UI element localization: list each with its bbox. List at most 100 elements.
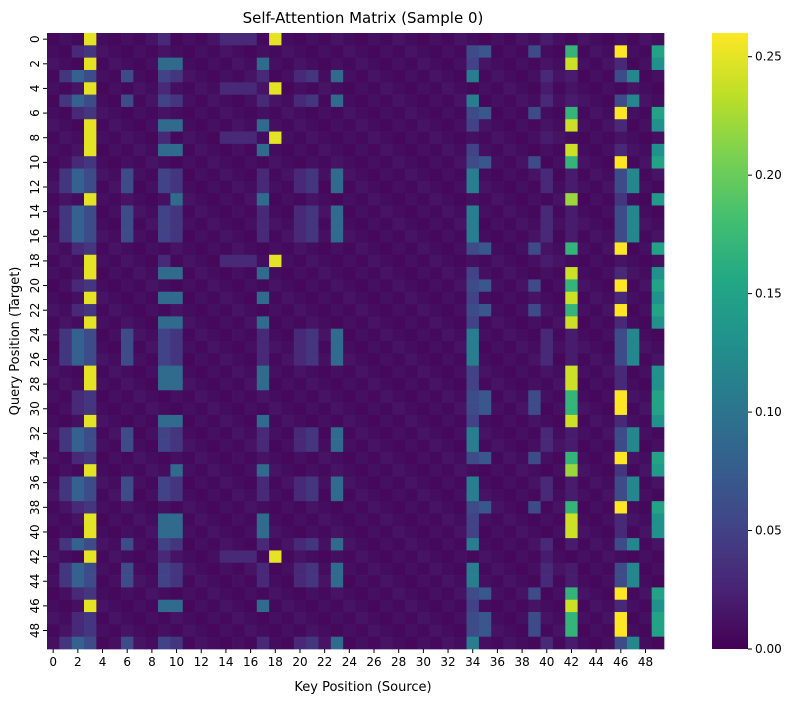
heatmap-cell — [121, 291, 134, 305]
heatmap-cell — [355, 131, 369, 145]
heatmap-cell — [256, 143, 270, 157]
heatmap-cell — [404, 550, 418, 564]
heatmap-cell — [207, 180, 221, 194]
heatmap-cell — [293, 304, 307, 317]
heatmap-cell — [614, 341, 628, 354]
heatmap-cell — [651, 45, 665, 58]
heatmap-cell — [207, 624, 221, 638]
heatmap-cell — [429, 341, 443, 354]
heatmap-cell — [318, 230, 332, 243]
heatmap-cell — [219, 33, 233, 46]
heatmap-cell — [367, 513, 381, 527]
heatmap-cell — [478, 476, 492, 490]
heatmap-cell — [244, 316, 258, 330]
heatmap-cell — [417, 636, 430, 650]
heatmap-cell — [639, 414, 653, 428]
heatmap-cell — [441, 193, 455, 206]
heatmap-cell — [614, 624, 628, 638]
heatmap-cell — [528, 143, 541, 157]
heatmap-cell — [158, 341, 171, 354]
heatmap-cell — [367, 439, 381, 453]
heatmap-cell — [170, 291, 184, 305]
heatmap-cell — [540, 94, 554, 108]
heatmap-cell — [589, 106, 603, 120]
heatmap-cell — [330, 612, 344, 625]
heatmap-cell — [404, 94, 418, 108]
heatmap-cell — [207, 488, 221, 502]
heatmap-cell — [466, 131, 480, 145]
heatmap-cell — [71, 119, 85, 132]
heatmap-cell — [96, 550, 110, 564]
heatmap-cell — [244, 599, 258, 613]
heatmap-cell — [343, 427, 356, 440]
heatmap-cell — [293, 612, 307, 625]
heatmap-cell — [306, 180, 319, 194]
heatmap-cell — [515, 439, 529, 453]
heatmap-cell — [281, 217, 295, 231]
heatmap-cell — [121, 316, 134, 330]
heatmap-cell — [293, 353, 307, 366]
heatmap-cell — [392, 304, 406, 317]
heatmap-cell — [577, 267, 591, 280]
heatmap-cell — [466, 230, 480, 243]
heatmap-cell — [478, 525, 492, 539]
heatmap-cell — [577, 402, 591, 416]
heatmap-cell — [281, 279, 295, 293]
heatmap-cell — [404, 451, 418, 465]
heatmap-cell — [96, 341, 110, 354]
heatmap-cell — [589, 279, 603, 293]
heatmap-cell — [96, 451, 110, 465]
heatmap-cell — [577, 476, 591, 490]
heatmap-cell — [133, 156, 147, 169]
heatmap-cell — [355, 427, 369, 440]
heatmap-cell — [552, 45, 566, 58]
heatmap-cell — [540, 304, 554, 317]
heatmap-cell — [429, 402, 443, 416]
heatmap-cell — [219, 550, 233, 564]
heatmap-cell — [392, 131, 406, 145]
heatmap-cell — [343, 451, 356, 465]
heatmap-cell — [281, 106, 295, 120]
heatmap-cell — [626, 587, 640, 601]
heatmap-cell — [195, 193, 208, 206]
heatmap-cell — [281, 205, 295, 219]
heatmap-cell — [429, 353, 443, 366]
heatmap-cell — [602, 254, 615, 268]
heatmap-cell — [417, 476, 430, 490]
heatmap-cell — [626, 279, 640, 293]
heatmap-cell — [269, 119, 282, 132]
heatmap-cell — [256, 439, 270, 453]
heatmap-cell — [343, 488, 356, 502]
heatmap-cell — [503, 341, 517, 354]
heatmap-cell — [355, 328, 369, 342]
heatmap-cell — [121, 341, 134, 354]
heatmap-cell — [318, 304, 332, 317]
heatmap-cell — [614, 575, 628, 588]
heatmap-cell — [577, 316, 591, 330]
heatmap-cell — [145, 562, 159, 576]
heatmap-cell — [528, 341, 541, 354]
heatmap-cell — [306, 291, 319, 305]
heatmap-cell — [170, 612, 184, 625]
heatmap-cell — [330, 316, 344, 330]
heatmap-cell — [343, 525, 356, 539]
heatmap-cell — [293, 316, 307, 330]
heatmap-cell — [565, 94, 578, 108]
heatmap-cell — [454, 525, 467, 539]
heatmap-cell — [417, 267, 430, 280]
heatmap-cell — [318, 33, 332, 46]
heatmap-cell — [182, 168, 196, 182]
heatmap-cell — [503, 550, 517, 564]
heatmap-cell — [565, 624, 578, 638]
heatmap-cell — [195, 439, 208, 453]
heatmap-cell — [330, 390, 344, 403]
heatmap-cell — [478, 488, 492, 502]
heatmap-cell — [269, 599, 282, 613]
heatmap-cell — [454, 69, 467, 83]
heatmap-cell — [133, 291, 147, 305]
heatmap-cell — [454, 254, 467, 268]
heatmap-cell — [466, 328, 480, 342]
heatmap-cell — [614, 525, 628, 539]
heatmap-cell — [503, 513, 517, 527]
heatmap-cell — [528, 254, 541, 268]
